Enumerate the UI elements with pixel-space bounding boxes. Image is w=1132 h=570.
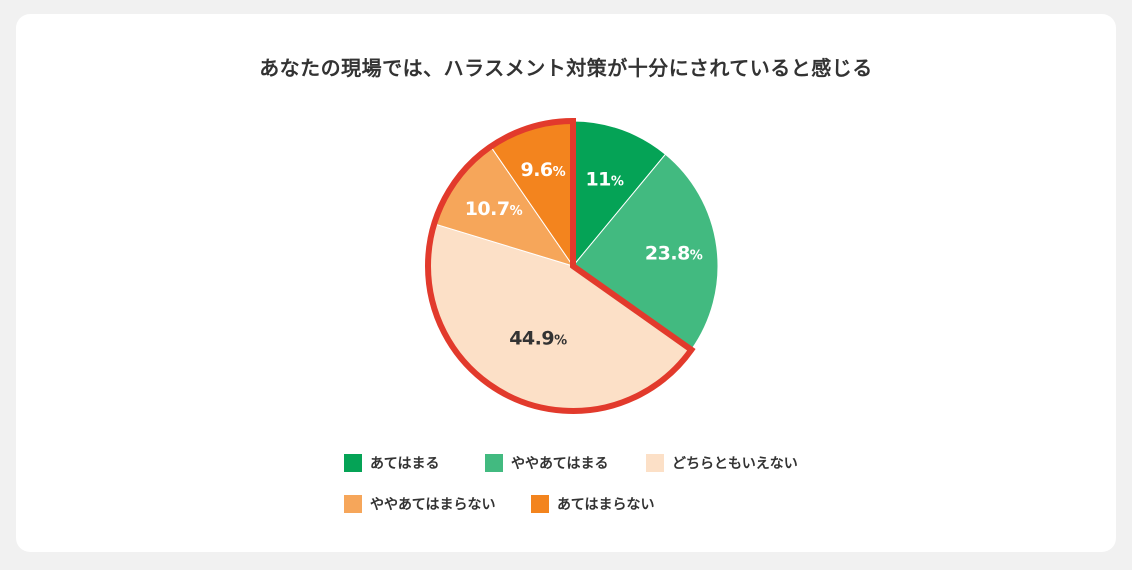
highlight-outline — [425, 117, 696, 414]
legend-label: どちらともいえない — [672, 456, 798, 472]
legend-label: ややあてはまる — [511, 456, 609, 472]
pie-chart: 11% 23.8% 44.9% 10.7% 9.6% — [425, 117, 719, 414]
legend-swatch — [531, 495, 549, 513]
legend-item-1: あてはまる — [344, 453, 439, 473]
label-agree: 11% — [585, 169, 623, 191]
chart-card: あなたの現場では、ハラスメント対策が十分にされていると感じる 11% 23.8% 4… — [16, 14, 1116, 552]
legend-label: ややあてはまらない — [370, 497, 496, 513]
legend-label: あてはまる — [370, 456, 440, 472]
legend-item-5: あてはまらない — [531, 494, 654, 514]
slice-somewhat-agree — [572, 153, 719, 351]
legend-item-3: どちらともいえない — [646, 453, 798, 473]
legend-swatch — [344, 454, 362, 472]
slice-agree — [572, 120, 667, 268]
legend-swatch — [646, 454, 664, 472]
legend-swatch — [485, 454, 503, 472]
legend-item-2: ややあてはまる — [485, 453, 608, 473]
legend-label: あてはまらない — [557, 497, 655, 513]
label-disagree: 9.6% — [520, 159, 565, 181]
label-neutral: 44.9% — [509, 328, 567, 350]
label-somewhat-agree: 23.8% — [645, 243, 703, 265]
label-somewhat-disagree: 10.7% — [465, 198, 523, 220]
legend-swatch — [344, 495, 362, 513]
legend-item-4: ややあてはまらない — [344, 494, 495, 514]
chart-title: あなたの現場では、ハラスメント対策が十分にされていると感じる — [259, 56, 873, 80]
